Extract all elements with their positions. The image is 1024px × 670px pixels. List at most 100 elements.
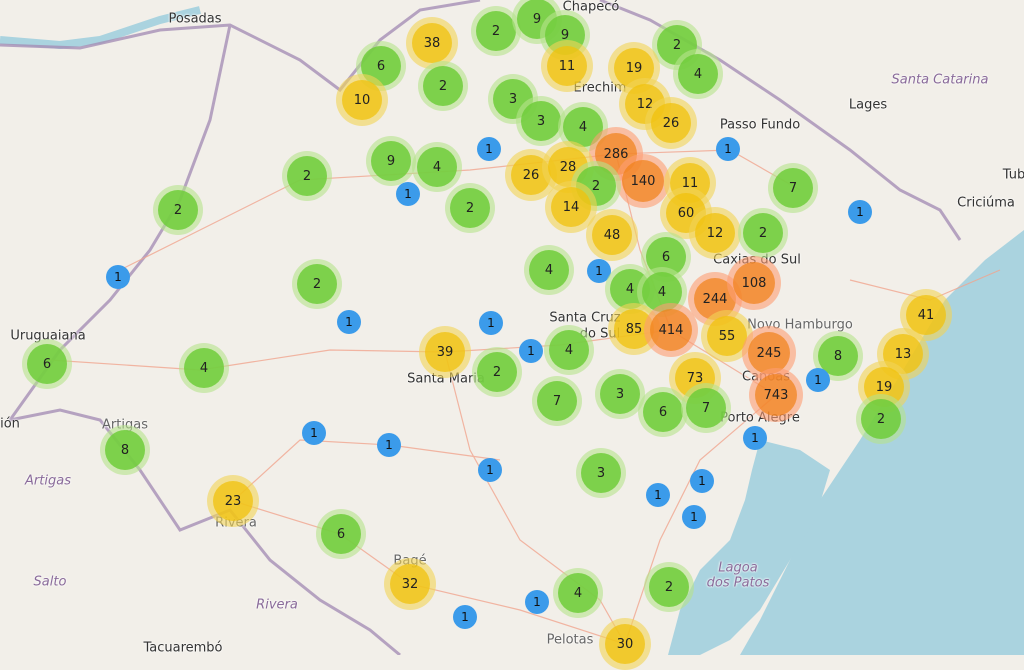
single-marker[interactable]: 1 [682,505,706,529]
cluster-circle: 4 [558,573,598,613]
place-label: Criciúma [957,195,1015,211]
single-marker[interactable]: 1 [479,311,503,335]
marker-cluster[interactable]: 2 [445,183,495,233]
single-marker[interactable]: 1 [396,182,420,206]
cluster-count: 245 [756,345,782,361]
cluster-circle: 1 [751,431,759,446]
cluster-circle: 1 [654,488,662,503]
cluster-count: 39 [436,344,454,360]
marker-cluster[interactable]: 7 [532,376,582,426]
single-marker[interactable]: 1 [478,458,502,482]
cluster-circle: 3 [521,101,561,141]
lagoa-dos-patos [668,440,830,655]
cluster-count: 4 [564,342,574,358]
marker-cluster[interactable]: 2 [153,185,203,235]
cluster-count: 286 [603,146,629,162]
marker-cluster[interactable]: 2 [738,208,788,258]
cluster-count: 26 [662,115,680,131]
cluster-count: 2 [672,37,682,53]
marker-cluster[interactable]: 2 [471,6,521,56]
marker-cluster[interactable]: 4 [524,245,574,295]
marker-cluster[interactable]: 23 [207,475,259,527]
cluster-circle: 2 [861,399,901,439]
single-marker[interactable]: 1 [806,368,830,392]
cluster-circle: 3 [581,453,621,493]
marker-cluster[interactable]: 26 [645,97,697,149]
cluster-count: 1 [345,314,353,329]
marker-cluster[interactable]: 3 [595,369,645,419]
marker-cluster[interactable]: 11 [541,40,593,92]
single-marker[interactable]: 1 [337,310,361,334]
cluster-circle: 7 [773,168,813,208]
single-marker[interactable]: 1 [525,590,549,614]
single-marker[interactable]: 1 [848,200,872,224]
single-marker[interactable]: 1 [477,137,501,161]
single-marker[interactable]: 1 [453,605,477,629]
marker-cluster[interactable]: 8 [100,425,150,475]
marker-cluster[interactable]: 2 [418,61,468,111]
marker-cluster[interactable]: 6 [22,339,72,389]
cluster-circle: 38 [412,23,452,63]
cluster-count: 1 [856,204,864,219]
place-label: Pelotas [546,632,594,648]
marker-cluster[interactable]: 108 [727,256,781,310]
marker-cluster[interactable]: 6 [316,509,366,559]
cluster-count: 4 [625,281,635,297]
cluster-circle: 30 [605,624,645,664]
marker-cluster[interactable]: 4 [673,49,723,99]
marker-cluster[interactable]: 2 [282,151,332,201]
marker-cluster[interactable]: 48 [586,209,638,261]
marker-cluster[interactable]: 7 [681,383,731,433]
marker-cluster[interactable]: 39 [419,326,471,378]
cluster-circle: 8 [105,430,145,470]
marker-cluster[interactable]: 414 [644,303,698,357]
cluster-circle: 14 [551,187,591,227]
cluster-circle: 2 [477,352,517,392]
marker-cluster[interactable]: 14 [545,181,597,233]
marker-cluster[interactable]: 2 [856,394,906,444]
cluster-count: 48 [603,227,621,243]
marker-cluster[interactable]: 4 [544,325,594,375]
cluster-circle: 9 [371,141,411,181]
cluster-circle: 6 [27,344,67,384]
marker-cluster[interactable]: 3 [576,448,626,498]
cluster-count: 1 [114,269,122,284]
marker-cluster[interactable]: 2 [644,562,694,612]
marker-cluster[interactable]: 6 [638,387,688,437]
marker-cluster[interactable]: 38 [406,17,458,69]
marker-cluster[interactable]: 4 [412,142,462,192]
marker-cluster[interactable]: 3 [516,96,566,146]
single-marker[interactable]: 1 [302,421,326,445]
cluster-count: 4 [199,360,209,376]
cluster-count: 1 [595,263,603,278]
single-marker[interactable]: 1 [106,265,130,289]
single-marker[interactable]: 1 [743,426,767,450]
cluster-count: 11 [558,58,576,74]
cluster-circle: 108 [733,262,775,304]
cluster-count: 19 [875,379,893,395]
marker-cluster[interactable]: 4 [179,343,229,393]
marker-cluster[interactable]: 10 [336,74,388,126]
single-marker[interactable]: 1 [716,137,740,161]
cluster-circle: 1 [724,142,732,157]
marker-cluster[interactable]: 30 [599,618,651,670]
marker-cluster[interactable]: 9 [366,136,416,186]
cluster-count: 1 [654,487,662,502]
marker-cluster[interactable]: 7 [768,163,818,213]
marker-cluster[interactable]: 12 [689,207,741,259]
cluster-circle: 1 [527,344,535,359]
cluster-circle: 140 [622,160,664,202]
marker-cluster[interactable]: 32 [384,558,436,610]
single-marker[interactable]: 1 [519,339,543,363]
cluster-circle: 1 [533,595,541,610]
marker-cluster[interactable]: 2 [472,347,522,397]
marker-cluster[interactable]: 2 [292,259,342,309]
single-marker[interactable]: 1 [646,483,670,507]
cluster-count: 244 [702,291,728,307]
single-marker[interactable]: 1 [690,469,714,493]
cluster-count: 3 [536,113,546,129]
single-marker[interactable]: 1 [377,433,401,457]
marker-cluster[interactable]: 4 [553,568,603,618]
marker-cluster[interactable]: 140 [616,154,670,208]
marker-cluster[interactable]: 743 [749,368,803,422]
